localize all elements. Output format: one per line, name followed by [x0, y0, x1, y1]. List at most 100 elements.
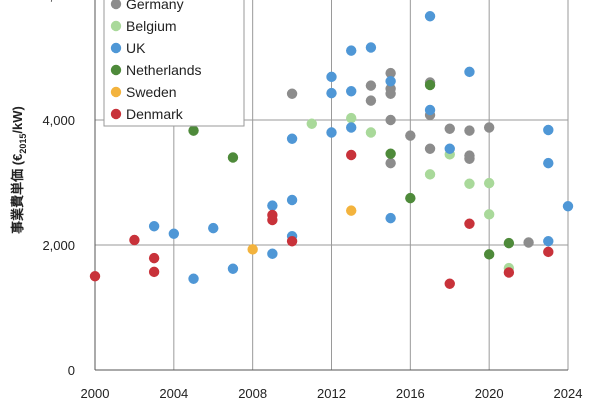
data-point	[543, 157, 554, 169]
data-point	[424, 169, 436, 180]
data-point	[464, 218, 475, 229]
data-point	[148, 252, 160, 264]
data-point	[483, 249, 495, 260]
data-point	[227, 152, 239, 163]
y-tick-label: 2,000	[42, 238, 75, 253]
data-point	[148, 221, 160, 232]
x-tick-labels: 2000 2004 2008 2012 2016 2020 2024	[81, 386, 583, 400]
data-point	[444, 123, 455, 134]
series-denmark	[89, 149, 554, 289]
data-point	[543, 124, 554, 136]
data-point	[168, 228, 180, 239]
x-tick-label: 2012	[317, 386, 346, 400]
legend-item-belgium: Belgium	[110, 18, 177, 34]
data-point	[365, 95, 377, 106]
data-point	[385, 76, 396, 87]
data-point	[483, 177, 495, 189]
data-point	[444, 278, 455, 289]
data-points	[89, 11, 574, 289]
data-point	[286, 133, 298, 144]
y-axis-title: 事業費単価 (€2015/kW)	[10, 106, 28, 234]
legend-item-sweden: Sweden	[110, 84, 177, 100]
data-point	[267, 248, 278, 259]
data-point	[385, 148, 396, 159]
data-point	[286, 194, 298, 206]
data-point	[424, 11, 436, 22]
data-point	[385, 157, 396, 169]
data-point	[346, 149, 357, 161]
data-point	[464, 153, 475, 164]
data-point	[129, 234, 140, 246]
legend-item-netherlands: Netherlands	[110, 62, 202, 78]
data-point	[464, 125, 475, 136]
legend-marker	[110, 108, 122, 120]
data-point	[523, 237, 534, 248]
y-tick-label: 4,000	[42, 113, 75, 128]
legend-marker	[110, 0, 122, 10]
data-point	[227, 263, 239, 274]
legend-item-germany: Germany	[110, 0, 184, 12]
legend-label: Netherlands	[126, 62, 202, 78]
data-point	[385, 212, 396, 224]
data-point	[346, 122, 357, 133]
legend-box	[103, 0, 245, 127]
data-point	[346, 86, 357, 97]
data-point	[483, 209, 495, 220]
legend-marker	[110, 86, 122, 98]
legend-label: UK	[126, 40, 146, 56]
legend-label: Belgium	[126, 18, 177, 34]
data-point	[424, 104, 436, 116]
data-point	[188, 125, 199, 136]
data-point	[365, 42, 377, 53]
data-point	[405, 130, 416, 141]
data-point	[543, 246, 554, 258]
legend-marker	[110, 20, 122, 32]
y-tick-labels: 0 2,000 4,000 6,000	[42, 0, 75, 378]
data-point	[326, 71, 337, 83]
data-point	[286, 88, 298, 99]
legend-marker	[110, 42, 122, 54]
series-netherlands	[188, 79, 515, 260]
legend-item-uk: UK	[110, 40, 146, 56]
data-point	[208, 222, 219, 234]
data-point	[346, 205, 357, 216]
data-point	[424, 79, 436, 91]
data-point	[464, 178, 475, 189]
data-point	[503, 267, 515, 278]
x-tick-label: 2008	[238, 386, 267, 400]
data-point	[405, 192, 416, 204]
series-uk	[148, 11, 574, 284]
data-point	[286, 236, 298, 247]
x-tick-label: 2004	[159, 386, 188, 400]
data-point	[503, 237, 515, 249]
y-tick-label: 6,000	[42, 0, 75, 3]
data-point	[267, 214, 278, 226]
legend-label: Sweden	[126, 84, 177, 100]
x-tick-label: 2000	[81, 386, 110, 400]
series-sweden	[247, 205, 357, 255]
data-point	[483, 122, 495, 133]
legend-label: Germany	[126, 0, 184, 12]
data-point	[464, 66, 475, 78]
x-tick-label: 2024	[554, 386, 583, 400]
data-point	[267, 200, 278, 211]
data-point	[424, 143, 436, 154]
data-point	[444, 143, 455, 154]
data-point	[247, 244, 258, 255]
y-tick-label: 0	[68, 363, 75, 378]
data-point	[365, 127, 377, 138]
legend-item-denmark: Denmark	[110, 106, 184, 122]
data-point	[562, 201, 574, 212]
axes	[94, 0, 568, 371]
data-point	[346, 45, 357, 56]
data-point	[365, 80, 377, 91]
x-tick-label: 2016	[396, 386, 425, 400]
data-point	[306, 118, 317, 129]
data-point	[326, 87, 337, 99]
legend-label: Denmark	[126, 106, 184, 122]
data-point	[543, 236, 554, 247]
data-point	[385, 88, 396, 99]
data-point	[385, 67, 396, 79]
series-germany	[286, 67, 534, 248]
